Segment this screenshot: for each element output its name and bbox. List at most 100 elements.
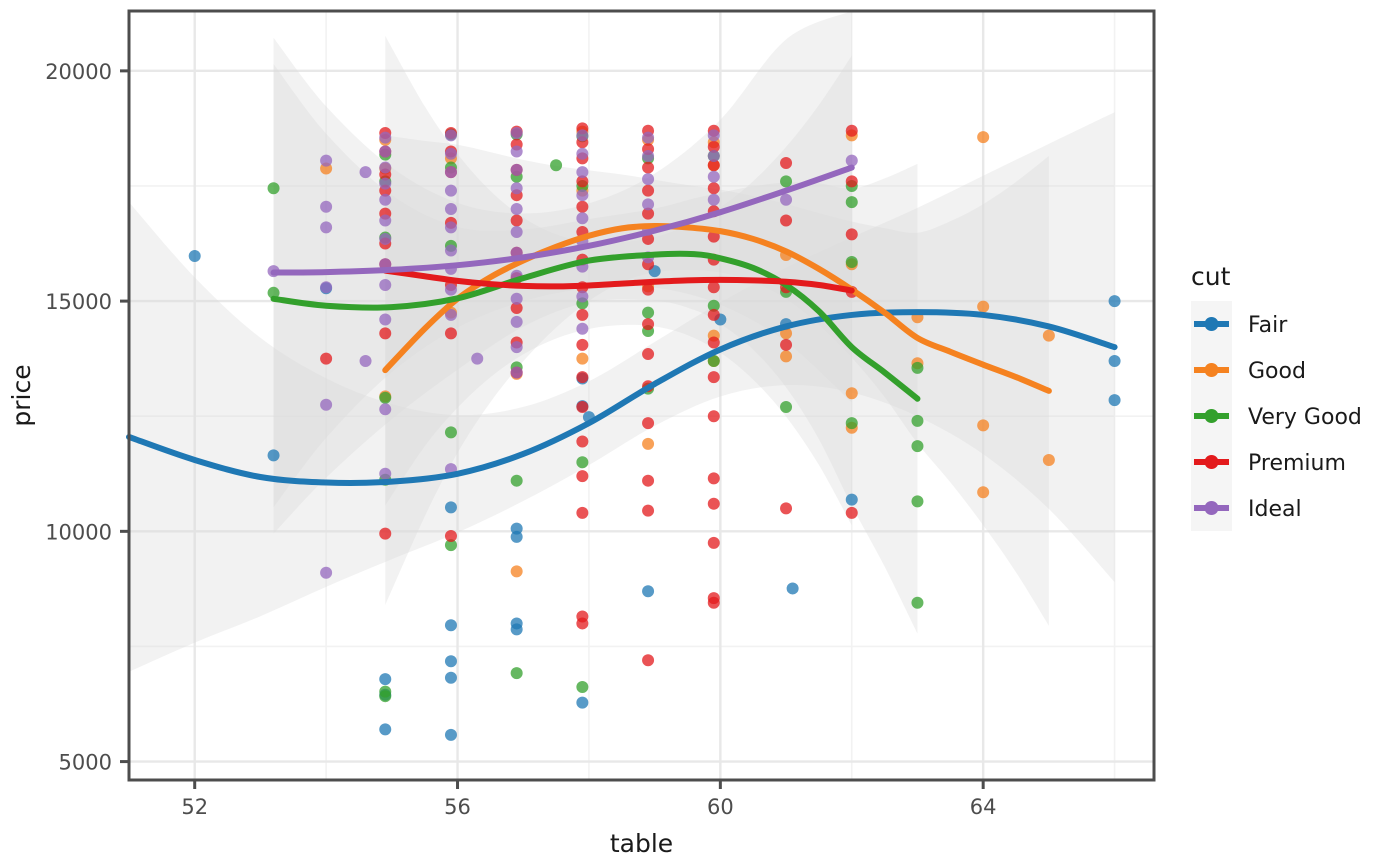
data-point [444, 221, 457, 234]
data-point [576, 352, 589, 365]
x-axis-tick-label: 64 [970, 795, 997, 819]
data-point [444, 184, 457, 197]
data-point [510, 302, 523, 315]
data-point [576, 435, 589, 448]
data-point [550, 159, 563, 172]
data-point [379, 527, 392, 540]
data-point [379, 673, 392, 686]
data-point [780, 502, 793, 515]
data-point [642, 318, 655, 331]
data-point [320, 200, 333, 213]
data-point [780, 350, 793, 363]
data-point [780, 193, 793, 206]
data-point [1108, 295, 1121, 308]
data-point [707, 472, 720, 485]
data-point [444, 426, 457, 439]
data-point [707, 159, 720, 172]
data-point [642, 417, 655, 430]
data-point [379, 232, 392, 245]
data-point [444, 619, 457, 632]
legend-point-swatch [1204, 455, 1219, 469]
data-point [780, 156, 793, 169]
data-point [379, 177, 392, 190]
data-point [379, 690, 392, 703]
confidence-bands [129, 11, 1115, 672]
data-point [707, 336, 720, 349]
legend-point-swatch [1204, 409, 1219, 423]
legend-point-swatch [1204, 363, 1219, 377]
data-point [320, 398, 333, 411]
data-point [845, 493, 858, 506]
data-point [444, 501, 457, 514]
data-point [707, 170, 720, 183]
data-point [576, 680, 589, 693]
data-point [780, 175, 793, 188]
data-point [510, 315, 523, 328]
data-point [320, 352, 333, 365]
data-point [510, 292, 523, 305]
data-point [642, 283, 655, 296]
data-point [576, 401, 589, 414]
data-point [576, 175, 589, 188]
data-point [845, 196, 858, 209]
trend-line-fair [126, 309, 1118, 486]
data-point [707, 308, 720, 321]
data-point [642, 437, 655, 450]
legend-item-very-good[interactable]: Very Good [1194, 405, 1362, 430]
data-point [911, 414, 924, 427]
data-point [576, 290, 589, 303]
data-point [845, 175, 858, 188]
data-point [510, 214, 523, 227]
data-point [707, 230, 720, 243]
data-point [576, 166, 589, 179]
data-point [267, 182, 280, 195]
legend-item-ideal[interactable]: Ideal [1194, 497, 1302, 522]
data-point [510, 226, 523, 239]
data-point [707, 596, 720, 609]
smooth-trend-lines [126, 164, 1118, 486]
plot-panel-border [127, 9, 1156, 782]
data-point [780, 401, 793, 414]
data-point [471, 352, 484, 365]
data-point [845, 255, 858, 268]
legend-item-fair[interactable]: Fair [1194, 313, 1288, 338]
data-point [444, 539, 457, 552]
legend-item-label: Good [1248, 359, 1306, 384]
data-point [359, 166, 372, 179]
x-axis-tick-label: 56 [444, 795, 471, 819]
y-axis-title: price [7, 364, 36, 426]
legend-item-label: Fair [1248, 313, 1288, 338]
data-point [444, 203, 457, 216]
data-point [576, 147, 589, 160]
data-point [510, 623, 523, 636]
data-point [379, 214, 392, 227]
data-point [510, 163, 523, 176]
data-point [510, 366, 523, 379]
data-point [642, 585, 655, 598]
data-point [642, 654, 655, 667]
data-point [510, 565, 523, 578]
data-point [911, 596, 924, 609]
data-point [510, 667, 523, 680]
data-point [510, 530, 523, 543]
data-point [444, 327, 457, 340]
data-point [1108, 394, 1121, 407]
data-point [707, 150, 720, 163]
data-point [576, 338, 589, 351]
trend-line-good [382, 223, 1052, 394]
data-point [359, 354, 372, 367]
data-point [444, 147, 457, 160]
data-point [845, 417, 858, 430]
data-point [444, 655, 457, 668]
legend-item-premium[interactable]: Premium [1194, 451, 1346, 476]
data-point [642, 184, 655, 197]
legend-item-good[interactable]: Good [1194, 359, 1306, 384]
data-point [845, 228, 858, 241]
y-axis-tick-label: 10000 [45, 520, 112, 544]
data-point [780, 338, 793, 351]
x-axis-title: table [610, 829, 673, 858]
data-point [379, 313, 392, 326]
data-point [320, 566, 333, 579]
data-point [444, 529, 457, 542]
